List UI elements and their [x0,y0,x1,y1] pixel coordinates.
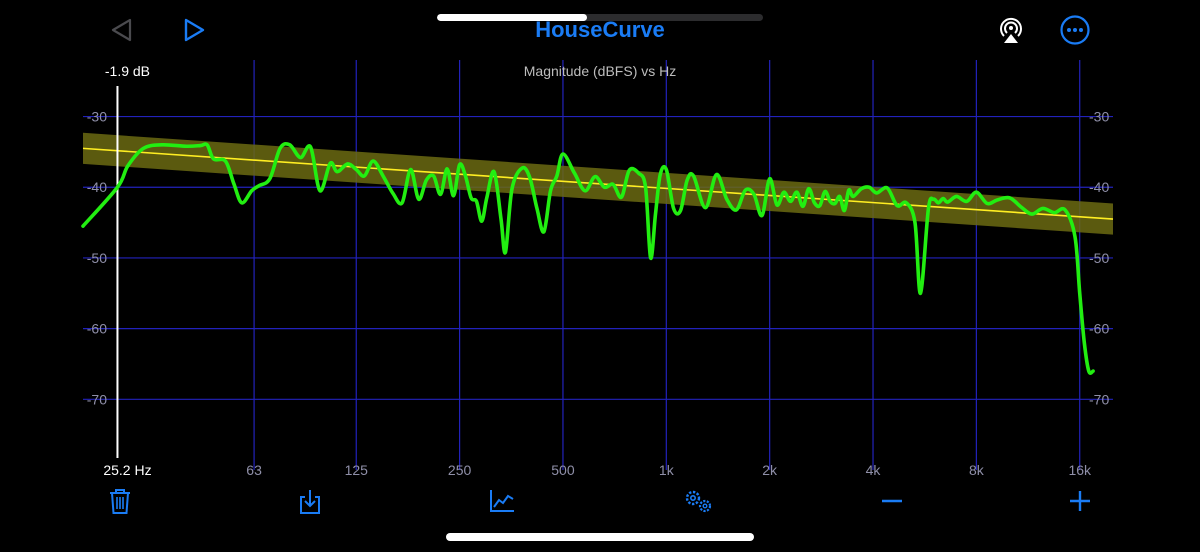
airplay-button[interactable] [993,12,1029,48]
chart-icon [490,490,514,512]
export-icon [300,490,320,514]
y-tick-label-right: -70 [1089,391,1109,407]
y-tick-label-right: -60 [1089,321,1109,337]
cursor-hz-label: 25.2 Hz [103,462,151,478]
x-tick-label: 8k [969,462,985,478]
x-tick-label: 500 [551,462,575,478]
minus-icon [882,499,902,503]
gears-icon [685,490,712,513]
grid-vertical-lines [253,60,1081,470]
plus-icon [1070,491,1090,511]
home-indicator [446,533,754,541]
settings-button[interactable] [678,484,718,518]
y-tick-label-left: -70 [87,391,107,407]
delete-button[interactable] [100,484,140,518]
y-tick-label-right: -40 [1089,179,1109,195]
export-button[interactable] [290,484,330,518]
x-tick-label: 16k [1068,462,1092,478]
y-tick-label-left: -40 [87,179,107,195]
y-tick-label-right: -30 [1089,109,1109,125]
more-button[interactable] [1057,12,1093,48]
chart-title: Magnitude (dBFS) vs Hz [524,63,677,79]
play-button[interactable] [176,12,212,48]
triangle-right-icon [184,18,205,42]
zoom-out-button[interactable] [872,484,912,518]
y-tick-label-left: -60 [87,321,107,337]
x-tick-label: 125 [345,462,369,478]
trash-icon [110,489,130,514]
y-tick-label-left: -30 [87,109,107,125]
back-button[interactable] [104,12,140,48]
playback-scrubber[interactable] [437,14,763,21]
triangle-left-icon [111,18,132,42]
zoom-in-button[interactable] [1060,484,1100,518]
x-tick-label: 250 [448,462,472,478]
y-tick-label-right: -50 [1089,250,1109,266]
measurement-curve [81,141,1095,375]
airplay-icon [1000,17,1022,43]
x-tick-label: 4k [866,462,882,478]
y-tick-label-left: -50 [87,250,107,266]
chart-view-button[interactable] [482,484,522,518]
target-curve-line [82,147,1114,220]
x-tick-label: 2k [762,462,778,478]
x-tick-label: 1k [659,462,675,478]
x-tick-label: 63 [246,462,262,478]
ellipsis-circle-icon [1060,15,1090,45]
app-title: HouseCurve [535,17,665,42]
cursor-db-label: -1.9 dB [105,63,150,79]
scrubber-progress [437,14,587,21]
